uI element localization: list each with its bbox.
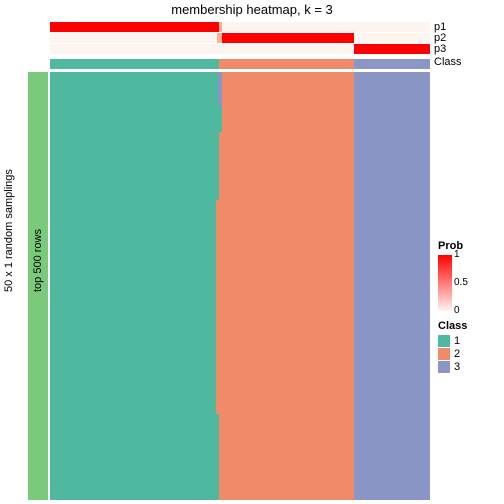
annot-label-p3: p3 [434, 43, 446, 55]
side-label-inner: top 500 rows [32, 278, 44, 292]
annot-seg [50, 22, 219, 32]
annot-seg [50, 33, 217, 43]
heatmap-column [354, 72, 430, 500]
annot-seg [222, 33, 354, 43]
heatmap-column [219, 72, 354, 500]
prob-tick: 1 [454, 249, 460, 260]
class-swatch [438, 335, 450, 347]
annot-row-p2 [50, 33, 430, 43]
class-swatch [438, 361, 450, 373]
heatmap-column [50, 72, 219, 500]
prob-legend: Prob 10.50 [438, 240, 463, 311]
annot-seg [222, 22, 430, 32]
annot-row-p3 [50, 44, 430, 54]
annot-row-p1 [50, 22, 430, 32]
prob-gradient: 10.50 [438, 255, 452, 311]
class-legend-item: 2 [438, 348, 467, 360]
class-legend: Class 123 [438, 320, 467, 374]
chart-title: membership heatmap, k = 3 [0, 2, 504, 17]
side-label-outer: 50 x 1 random samplings [3, 278, 15, 292]
class-legend-label: 2 [454, 348, 460, 360]
class-seg [354, 59, 430, 69]
annot-seg [50, 44, 354, 54]
heatmap-boundary-detail [216, 200, 219, 414]
class-seg [219, 59, 354, 69]
prob-tick: 0 [454, 305, 460, 316]
plot-area [50, 22, 430, 500]
class-legend-label: 3 [454, 361, 460, 373]
class-swatch [438, 348, 450, 360]
main-heatmap [50, 72, 430, 500]
prob-tick: 0.5 [454, 277, 468, 288]
class-legend-label: 1 [454, 335, 460, 347]
class-legend-item: 3 [438, 361, 467, 373]
class-seg [50, 59, 219, 69]
annot-seg [354, 33, 430, 43]
annot-label-class: Class [434, 56, 462, 68]
heatmap-boundary-detail [218, 72, 222, 106]
class-legend-item: 1 [438, 335, 467, 347]
class-annotation-row [50, 59, 430, 69]
class-legend-title: Class [438, 320, 467, 332]
heatmap-boundary-detail [219, 106, 222, 132]
annot-seg [354, 44, 430, 54]
